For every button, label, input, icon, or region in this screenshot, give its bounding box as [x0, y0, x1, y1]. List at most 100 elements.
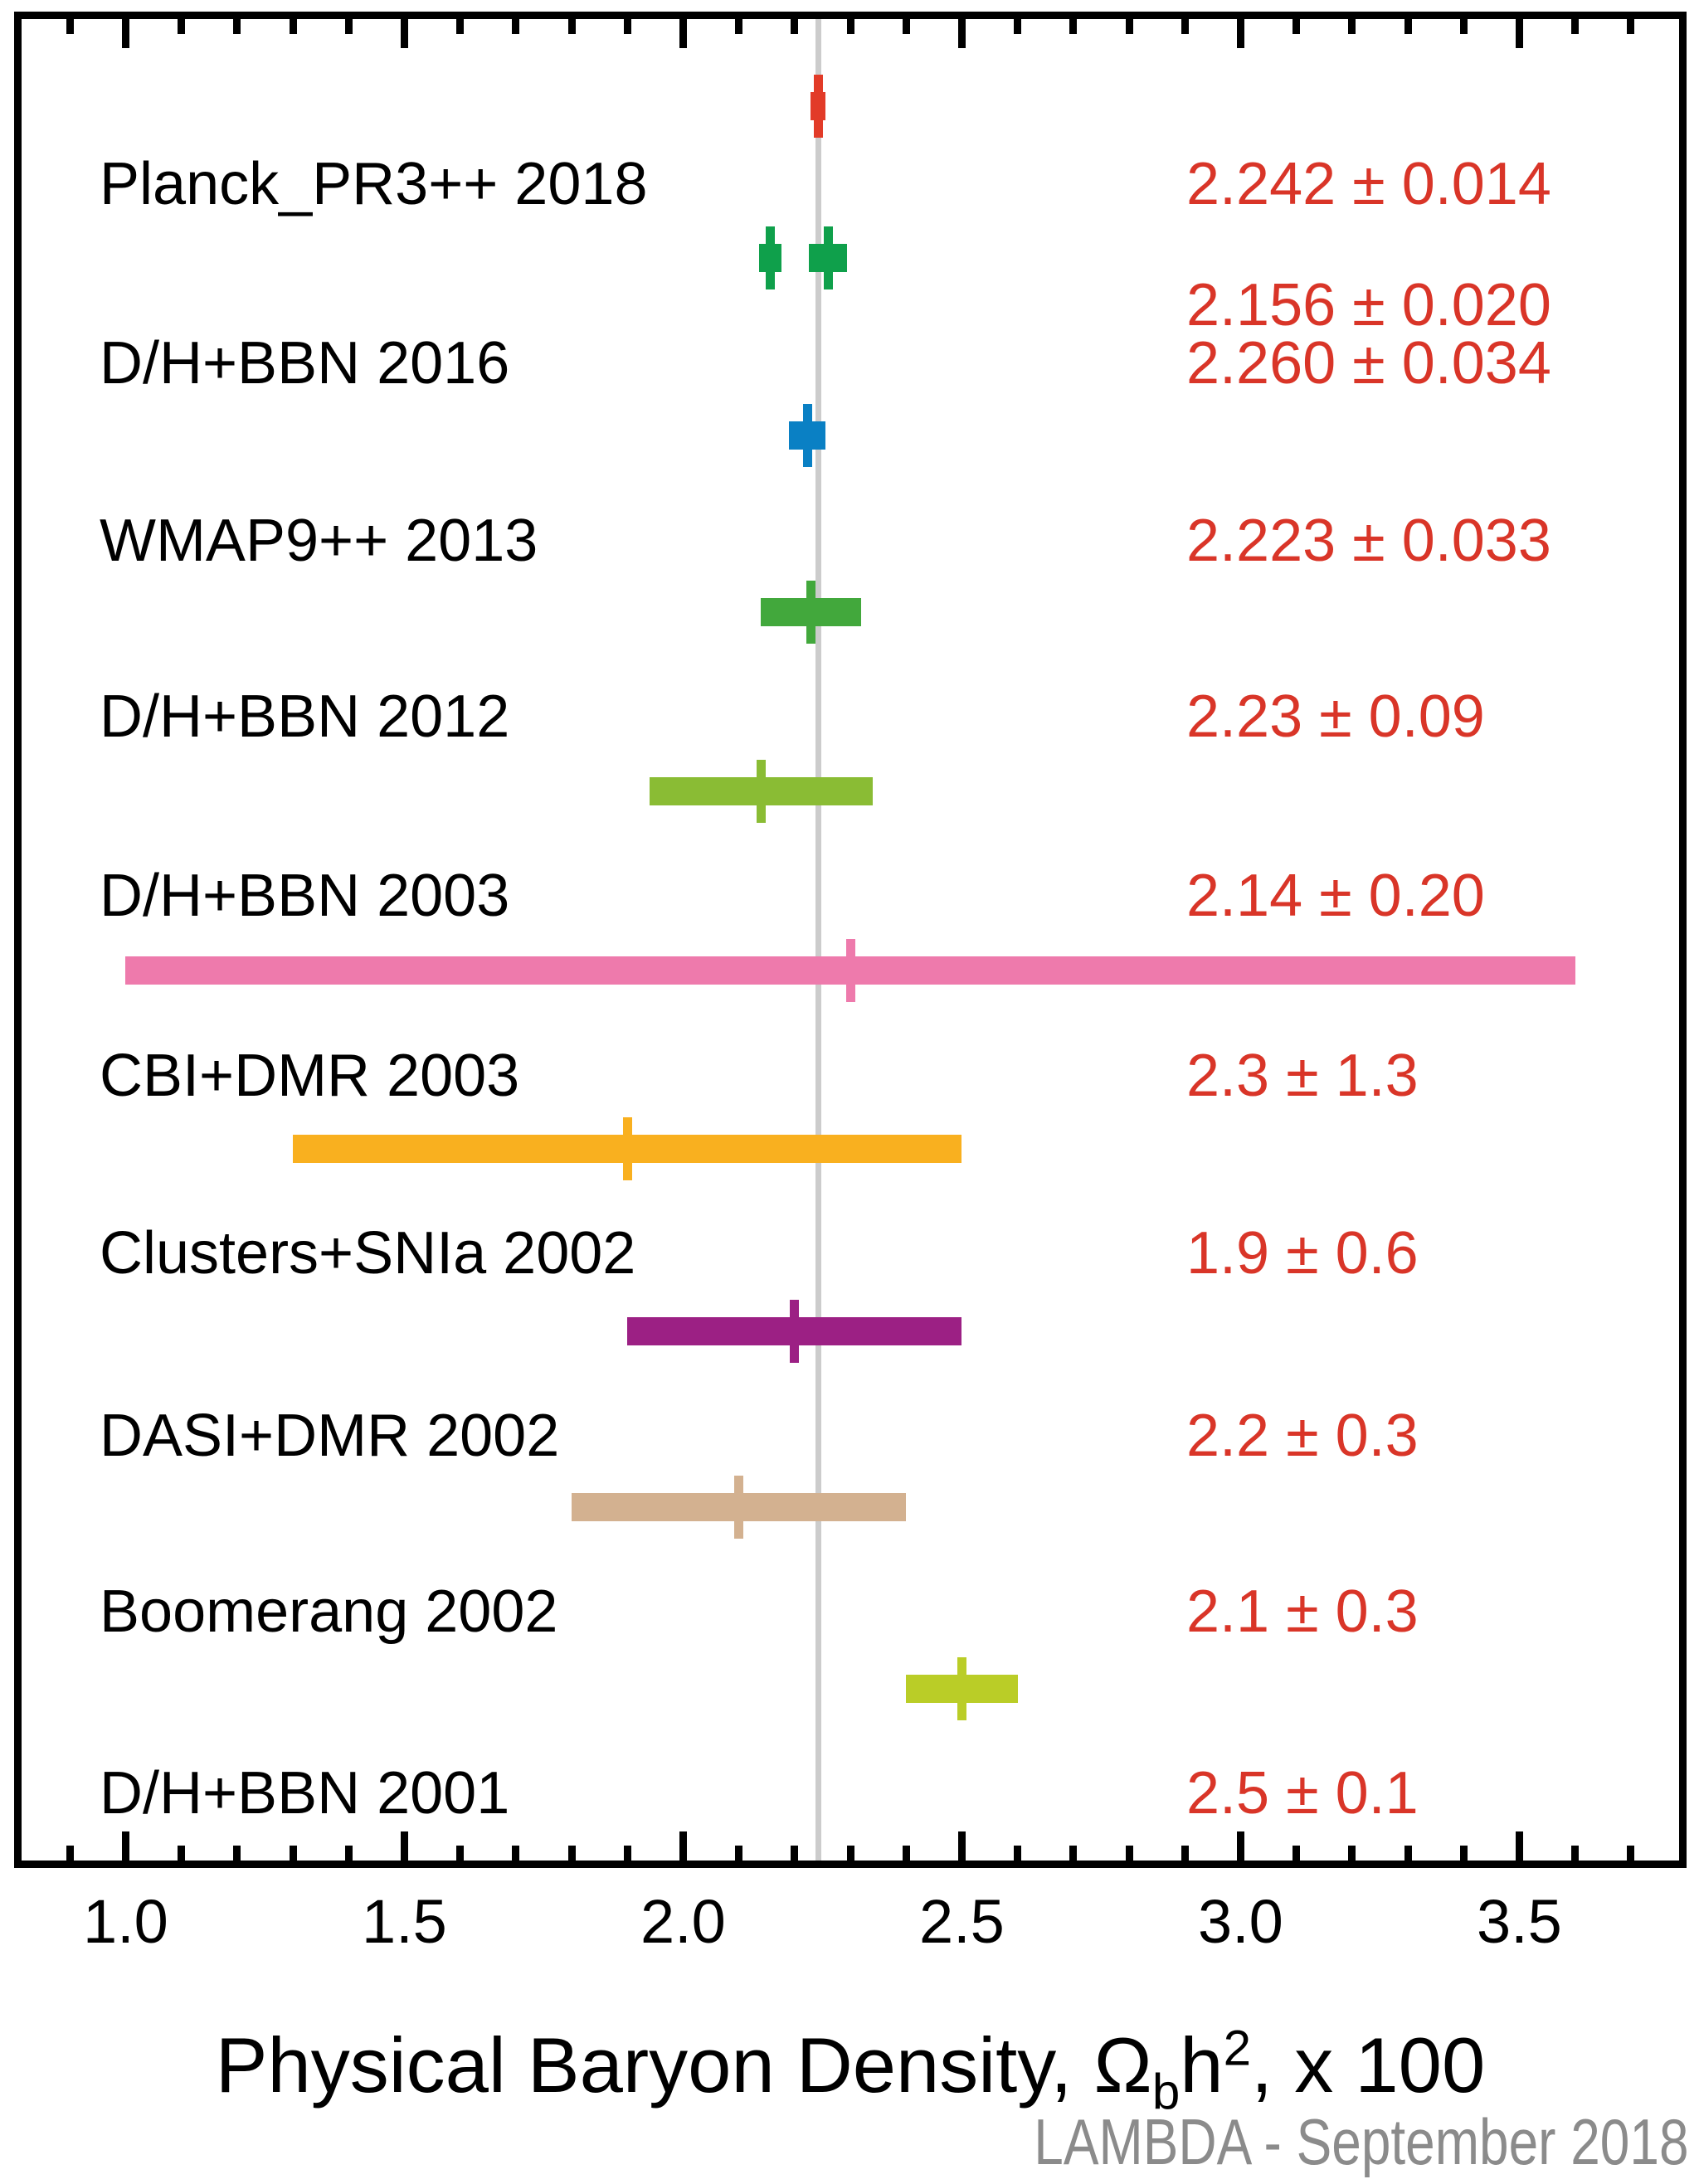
error-bar-range	[761, 597, 862, 626]
x-axis-minor-tick	[623, 19, 631, 34]
x-axis-minor-tick	[1571, 19, 1580, 34]
x-axis-minor-tick	[66, 1846, 74, 1861]
x-axis-major-tick	[1236, 19, 1244, 48]
x-axis-minor-tick	[1014, 1846, 1022, 1861]
h-symbol: h	[1180, 2021, 1224, 2109]
x-axis-minor-tick	[1459, 19, 1468, 34]
x-axis-minor-tick	[1404, 1846, 1412, 1861]
series-label: WMAP9++ 2013	[100, 508, 538, 574]
series-value: 1.9 ± 0.6	[1186, 1220, 1419, 1287]
error-bar-range	[572, 1493, 907, 1521]
x-axis-title-prefix: Physical Baryon Density,	[215, 2021, 1094, 2109]
x-axis-minor-tick	[289, 19, 297, 34]
x-axis-minor-tick	[846, 1846, 854, 1861]
x-axis-tick-label: 2.5	[918, 1887, 1005, 1956]
error-bar-range	[809, 244, 847, 272]
credit-text: LAMBDA - September 2018	[1034, 2105, 1689, 2178]
x-axis-minor-tick	[1348, 1846, 1356, 1861]
error-bar-range	[906, 1675, 1018, 1703]
series-value: 2.23 ± 0.09	[1186, 683, 1485, 750]
series-label: D/H+BBN 2016	[100, 330, 510, 396]
error-bar-range	[627, 1317, 962, 1345]
plot-area	[14, 12, 1687, 1868]
x-axis-minor-tick	[1459, 1846, 1468, 1861]
subscript-b: b	[1151, 2063, 1181, 2119]
x-axis-major-tick	[957, 1831, 966, 1861]
x-axis-minor-tick	[1627, 19, 1635, 34]
x-axis-minor-tick	[178, 1846, 186, 1861]
x-axis-minor-tick	[623, 1846, 631, 1861]
x-axis-major-tick	[1236, 1831, 1244, 1861]
x-axis-minor-tick	[1293, 1846, 1301, 1861]
error-bar-range	[758, 244, 781, 272]
x-axis-tick-label: 1.0	[82, 1887, 168, 1956]
x-axis-major-tick	[1515, 1831, 1523, 1861]
series-value: 2.260 ± 0.034	[1186, 330, 1551, 396]
x-axis-minor-tick	[902, 19, 910, 34]
x-axis-minor-tick	[66, 19, 74, 34]
x-axis-minor-tick	[512, 1846, 520, 1861]
series-value: 2.156 ± 0.020	[1186, 272, 1551, 338]
x-axis-minor-tick	[233, 19, 241, 34]
error-bar-range	[125, 956, 1575, 985]
x-axis-major-tick	[400, 1831, 408, 1861]
x-axis-minor-tick	[567, 19, 576, 34]
series-label: CBI+DMR 2003	[100, 1043, 520, 1109]
x-axis-major-tick	[679, 1831, 687, 1861]
x-axis-minor-tick	[1014, 19, 1022, 34]
x-axis-minor-tick	[344, 1846, 353, 1861]
x-axis-tick-label: 2.0	[640, 1887, 726, 1956]
x-axis-minor-tick	[902, 1846, 910, 1861]
series-value: 2.1 ± 0.3	[1186, 1578, 1419, 1645]
x-axis-tick-label: 3.0	[1197, 1887, 1283, 1956]
x-axis-minor-tick	[1404, 19, 1412, 34]
series-value: 2.242 ± 0.014	[1186, 151, 1551, 217]
series-label: DASI+DMR 2002	[100, 1403, 560, 1469]
omega-symbol: Ω	[1093, 2021, 1152, 2109]
x-axis-minor-tick	[456, 19, 465, 34]
superscript-2: 2	[1223, 2020, 1252, 2076]
x-axis-minor-tick	[1069, 19, 1078, 34]
series-value: 2.5 ± 0.1	[1186, 1760, 1419, 1826]
series-label: Planck_PR3++ 2018	[100, 151, 648, 217]
x-axis-minor-tick	[1069, 1846, 1078, 1861]
x-axis-major-tick	[957, 19, 966, 48]
x-axis-major-tick	[121, 19, 129, 48]
x-axis-minor-tick	[1125, 19, 1133, 34]
x-axis-minor-tick	[289, 1846, 297, 1861]
series-label: D/H+BBN 2003	[100, 863, 510, 929]
x-axis-minor-tick	[456, 1846, 465, 1861]
x-axis-title: Physical Baryon Density, Ωbh2, x 100	[14, 2011, 1687, 2120]
error-bar-range	[650, 776, 873, 805]
x-axis-major-tick	[400, 19, 408, 48]
x-axis-minor-tick	[344, 19, 353, 34]
x-axis-title-suffix: , x 100	[1251, 2021, 1486, 2109]
x-axis-minor-tick	[846, 19, 854, 34]
series-value: 2.14 ± 0.20	[1186, 863, 1485, 929]
error-bar-range	[810, 92, 826, 120]
series-label: Boomerang 2002	[100, 1578, 558, 1645]
x-axis-minor-tick	[1293, 19, 1301, 34]
x-axis-minor-tick	[567, 1846, 576, 1861]
x-axis-tick-label: 3.5	[1476, 1887, 1562, 1956]
x-axis-minor-tick	[1627, 1846, 1635, 1861]
x-axis-minor-tick	[1571, 1846, 1580, 1861]
x-axis-minor-tick	[791, 19, 799, 34]
x-axis-minor-tick	[178, 19, 186, 34]
x-axis-minor-tick	[233, 1846, 241, 1861]
reference-line	[815, 19, 821, 1861]
series-label: D/H+BBN 2012	[100, 683, 510, 750]
x-axis-minor-tick	[512, 19, 520, 34]
error-bar-range	[789, 421, 826, 450]
error-bar-range	[293, 1135, 962, 1163]
series-value: 2.3 ± 1.3	[1186, 1043, 1419, 1109]
series-value: 2.223 ± 0.033	[1186, 508, 1551, 574]
x-axis-major-tick	[679, 19, 687, 48]
x-axis-major-tick	[1515, 19, 1523, 48]
series-label: D/H+BBN 2001	[100, 1760, 510, 1826]
x-axis-minor-tick	[735, 1846, 743, 1861]
x-axis-minor-tick	[1181, 1846, 1189, 1861]
x-axis-minor-tick	[791, 1846, 799, 1861]
x-axis-minor-tick	[1181, 19, 1189, 34]
